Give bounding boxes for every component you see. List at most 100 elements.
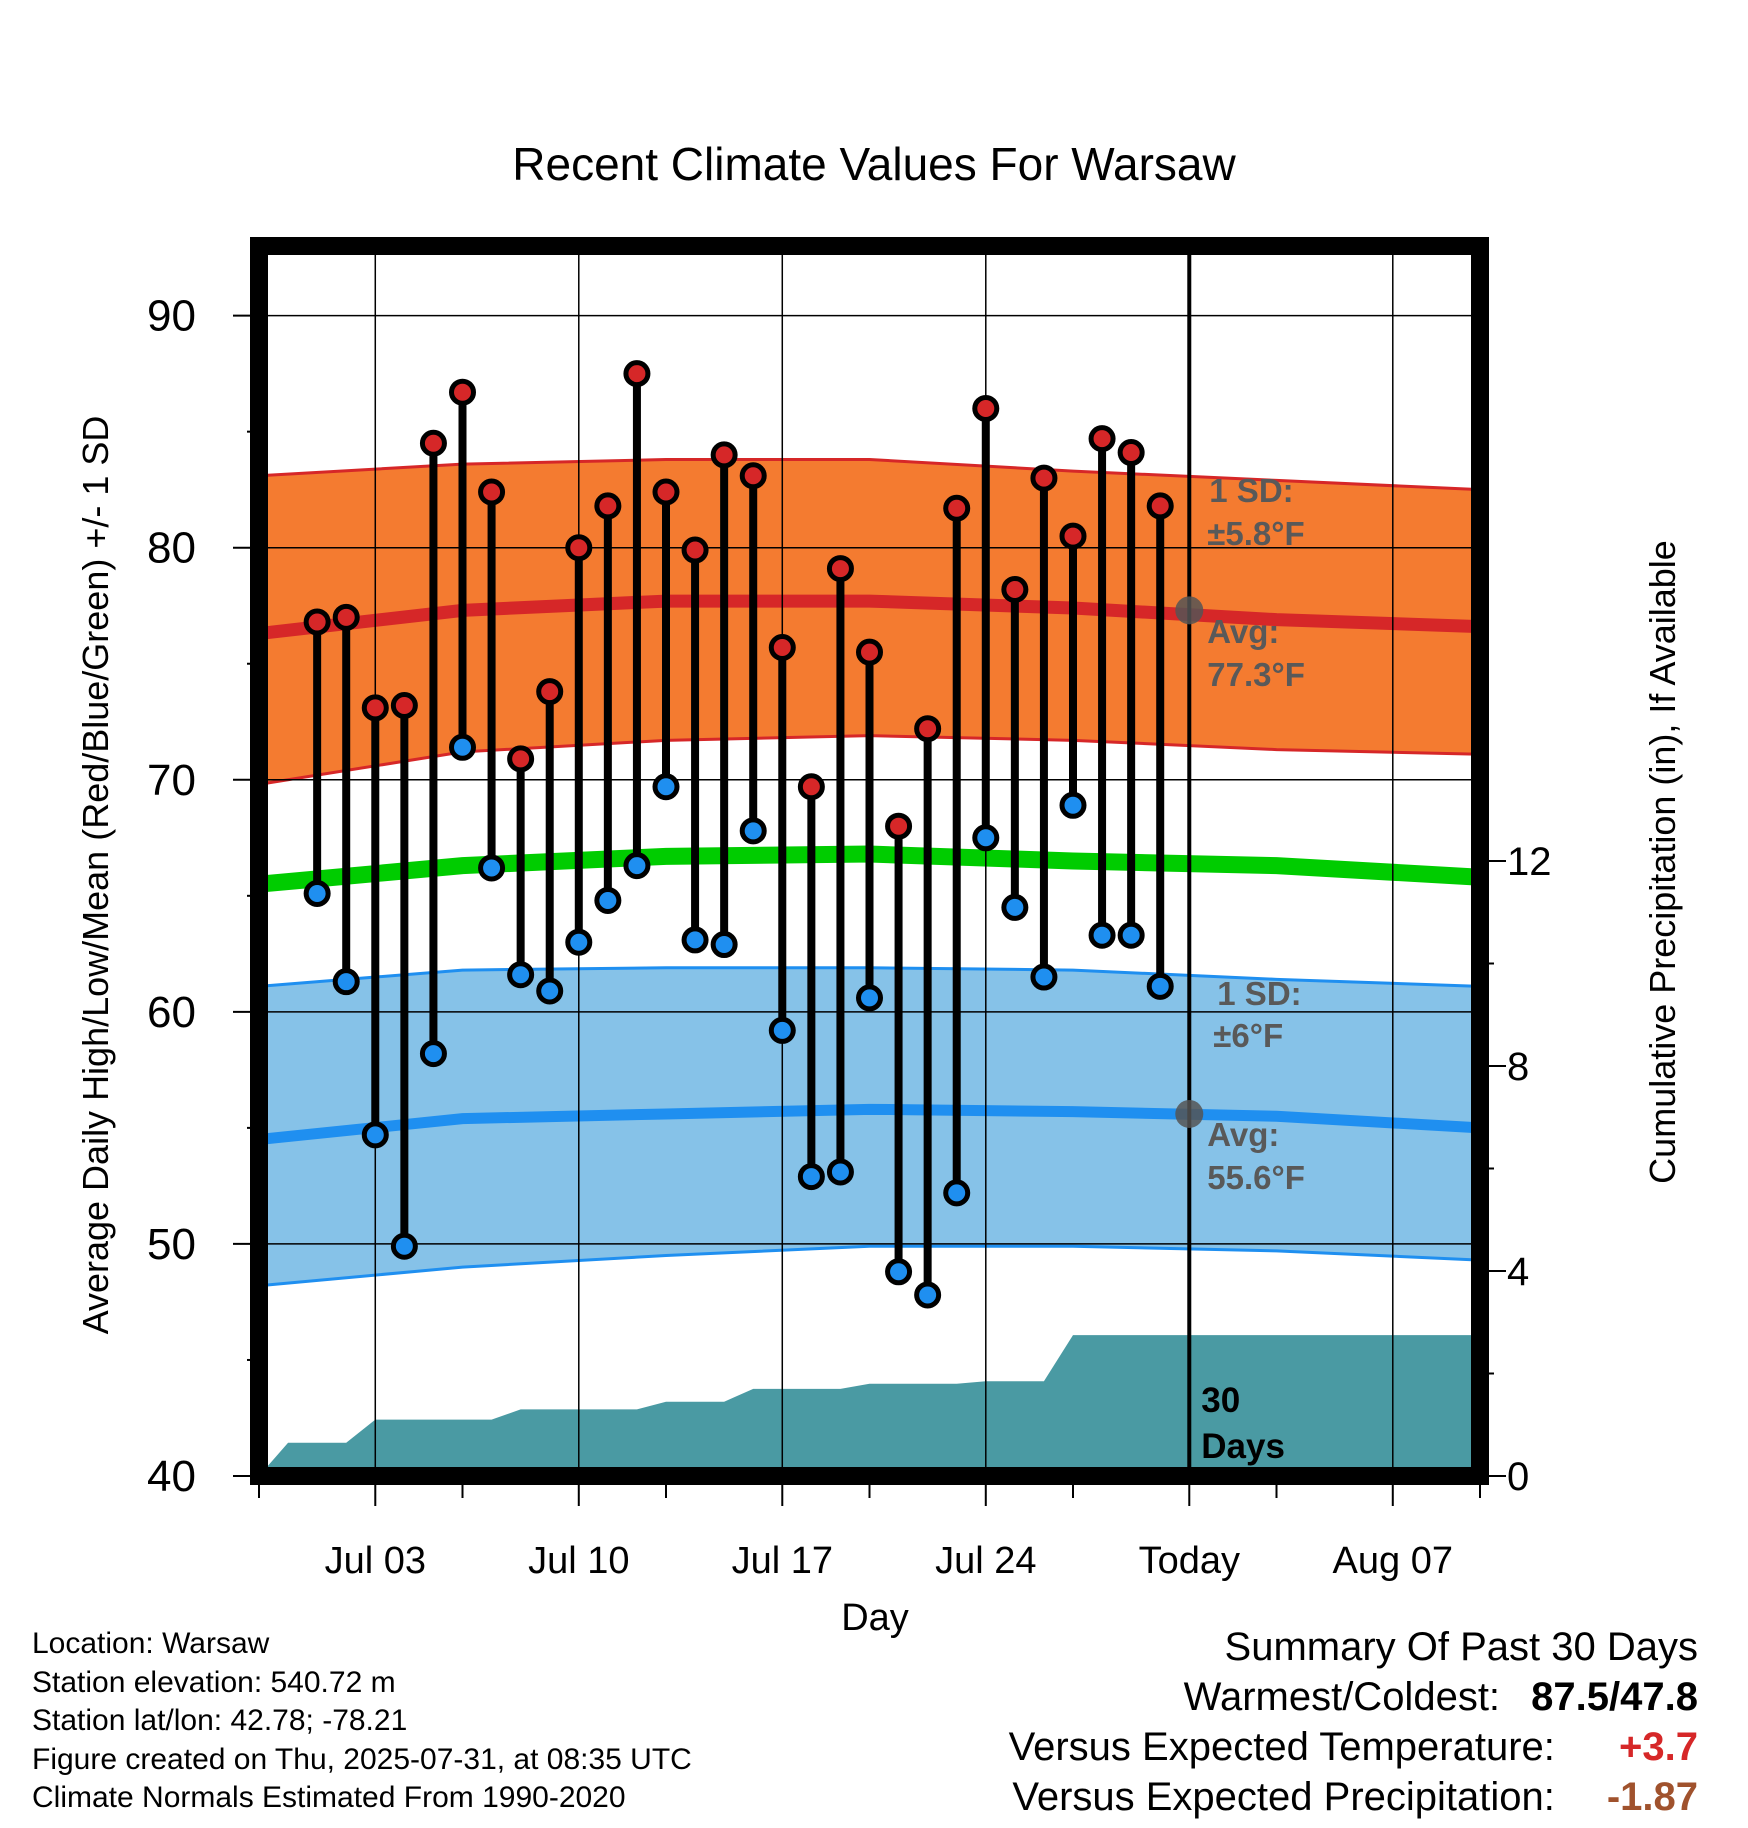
summary-warm-cold: Warmest/Coldest: 87.5/47.8 (1009, 1672, 1698, 1722)
daily-low-point (914, 1281, 942, 1309)
daily-low-point (1117, 921, 1145, 949)
daily-low-point (1001, 893, 1029, 921)
daily-low-point (361, 1121, 389, 1149)
y-tick-label-left: 80 (147, 524, 196, 573)
chart-title: Recent Climate Values For Warsaw (512, 138, 1236, 190)
high-avg-title: Avg: (1207, 613, 1279, 650)
info-normals: Climate Normals Estimated From 1990-2020 (32, 1781, 626, 1814)
low-normal-line (258, 1103, 1481, 1145)
daily-low-point (303, 879, 331, 907)
info-elevation: Station elevation: 540.72 m (32, 1665, 396, 1699)
x-tick-label: Today (1139, 1540, 1240, 1582)
daily-high-point (332, 603, 360, 631)
daily-high-point (1001, 575, 1029, 603)
daily-high-point (1059, 522, 1087, 550)
daily-low-point (797, 1163, 825, 1191)
daily-high-point (856, 638, 883, 666)
x-axis-label: Day (841, 1597, 909, 1639)
daily-low-point (623, 852, 651, 880)
low-lower-line (258, 1244, 1481, 1288)
summary-title: Summary Of Past 30 Days (1224, 1625, 1698, 1669)
daily-low-point (972, 824, 1000, 852)
daily-low-point (856, 984, 883, 1012)
y-tick-label-right: 8 (1507, 1045, 1529, 1089)
y-tick-label-left: 50 (147, 1220, 196, 1269)
daily-high-point (536, 678, 564, 706)
y-tick-label-left: 70 (147, 756, 196, 805)
daily-high-point (972, 394, 1000, 422)
daily-low-point (390, 1232, 418, 1260)
y-tick-label-right: 0 (1507, 1455, 1529, 1499)
summary-precip-value: -1.87 (1606, 1775, 1698, 1819)
y-tick-label-right: 4 (1507, 1250, 1529, 1294)
daily-low-point (449, 733, 476, 761)
daily-high-point (681, 536, 709, 564)
daily-high-point (390, 692, 418, 720)
summary-warm-cold-value: 87.5/47.8 (1531, 1675, 1698, 1719)
high-avg-value: 77.3°F (1207, 656, 1305, 693)
low-avg-title: Avg: (1207, 1116, 1279, 1153)
daily-high-point (565, 534, 593, 562)
daily-high-point (1088, 425, 1116, 453)
daily-low-point (652, 773, 680, 801)
high-sd-band (259, 459, 1480, 785)
y-tick-label-right: 12 (1507, 840, 1552, 884)
y-tick-label-left: 60 (147, 988, 196, 1037)
daily-high-point (361, 694, 389, 722)
summary-temp: Versus Expected Temperature: +3.7 (1009, 1722, 1698, 1772)
low-sd-band (259, 967, 1480, 1286)
daily-high-point (797, 773, 825, 801)
daily-low-point (681, 926, 709, 954)
info-location: Location: Warsaw (32, 1627, 270, 1660)
x-tick-label: Jul 10 (528, 1540, 629, 1582)
daily-high-point (710, 441, 738, 469)
daily-low-point (943, 1179, 971, 1207)
info-latlon: Station lat/lon: 42.78; -78.21 (32, 1704, 408, 1737)
y-tick-label-left: 40 (147, 1452, 196, 1501)
daily-low-point (1088, 921, 1116, 949)
daily-low-point (1030, 963, 1058, 991)
daily-high-point (507, 745, 535, 773)
x-tick-label: Jul 24 (935, 1540, 1036, 1582)
daily-high-point (914, 715, 942, 743)
daily-low-point (1059, 791, 1087, 819)
daily-high-point (303, 608, 331, 636)
daily-high-point (594, 492, 622, 520)
daily-high-point (478, 478, 506, 506)
daily-high-point (419, 429, 447, 457)
daily-high-point (768, 633, 796, 661)
high-sd-value: ±5.8°F (1207, 515, 1304, 552)
y-axis-label-left: Average Daily High/Low/Mean (Red/Blue/Gr… (75, 416, 116, 1335)
daily-low-point (739, 817, 767, 845)
y-tick-label-left: 90 (147, 292, 196, 341)
low-sd-value: ±6°F (1213, 1017, 1283, 1054)
precip-area (259, 1335, 1480, 1476)
summary-precip: Versus Expected Precipitation: -1.87 (1009, 1772, 1698, 1822)
daily-high-point (449, 378, 476, 406)
summary-precip-label: Versus Expected Precipitation: (1012, 1775, 1555, 1819)
daily-low-point (565, 928, 593, 956)
daily-high-point (1146, 492, 1174, 520)
summary-warm-cold-label: Warmest/Coldest: (1183, 1675, 1501, 1719)
daily-low-point (419, 1040, 447, 1068)
daily-high-point (885, 812, 913, 840)
summary-panel: Summary Of Past 30 Days Warmest/Coldest:… (1009, 1622, 1698, 1822)
plot-frame (250, 237, 1489, 1485)
daily-low-point (507, 961, 535, 989)
daily-high-point (826, 555, 854, 583)
daily-low-point (1146, 972, 1174, 1000)
daily-low-point (594, 886, 622, 914)
today-high-avg-marker (1175, 596, 1204, 625)
daily-high-point (1117, 439, 1145, 467)
daily-high-point (652, 478, 680, 506)
high-sd-title: 1 SD: (1209, 472, 1293, 509)
summary-temp-value: +3.7 (1619, 1725, 1698, 1769)
summary-temp-label: Versus Expected Temperature: (1008, 1725, 1555, 1769)
days-label-line2: Days (1201, 1427, 1285, 1466)
daily-high-point (1030, 464, 1058, 492)
daily-low-point (478, 854, 506, 882)
daily-low-point (332, 968, 360, 996)
daily-high-point (943, 494, 971, 522)
x-tick-label: Jul 03 (325, 1540, 426, 1582)
